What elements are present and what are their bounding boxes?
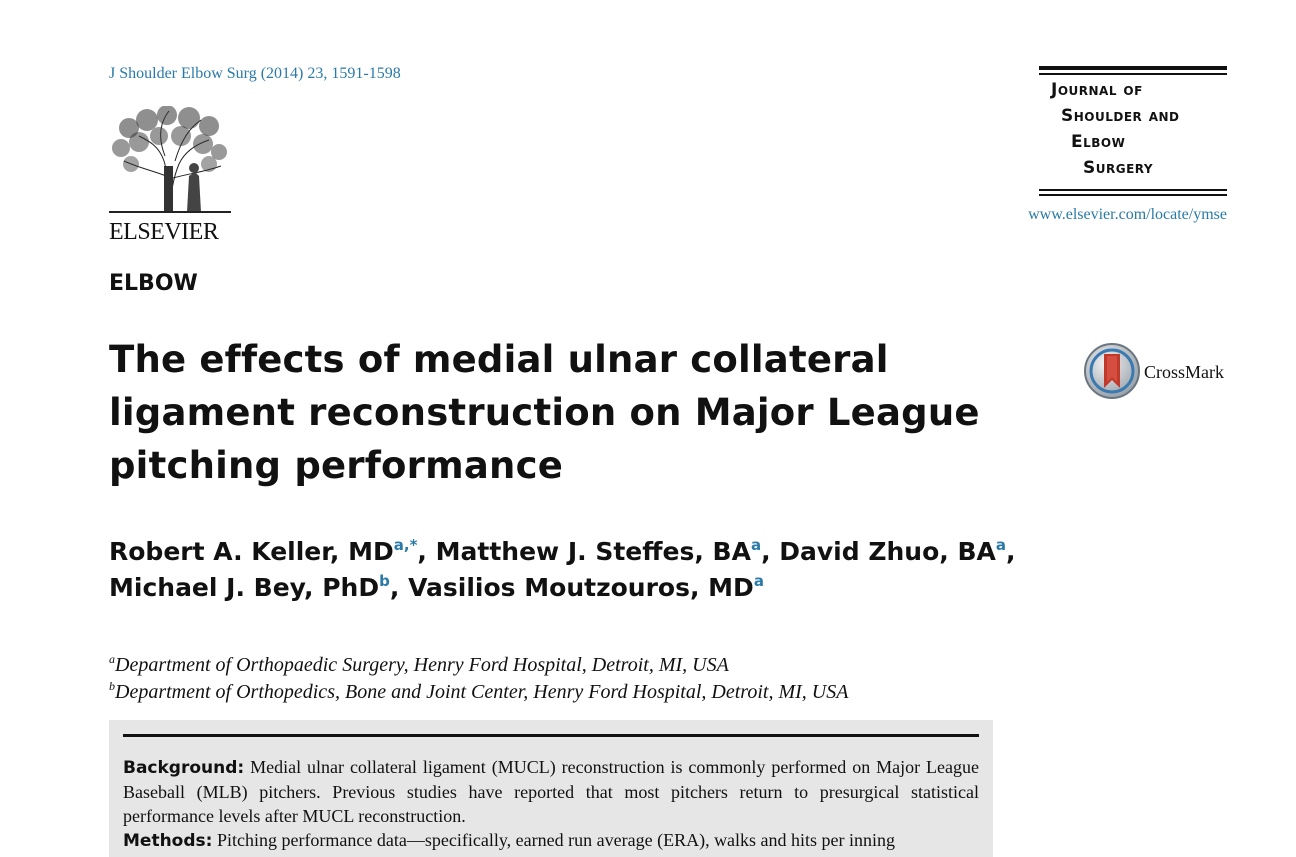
abstract-paragraph: Medial ulnar collateral ligament (MUCL) … [123, 757, 980, 826]
abstract-rule [123, 734, 979, 737]
author-affiliation-mark[interactable]: a,* [393, 536, 418, 554]
logo-rule [1039, 66, 1227, 70]
abstract-methods: Methods: Pitching performance data—speci… [123, 828, 979, 853]
author-separator: , [761, 537, 780, 566]
abstract-text: Background: Medial ulnar collateral liga… [123, 755, 979, 853]
author-affiliation-mark[interactable]: b [379, 572, 390, 590]
author-name[interactable]: Robert A. Keller, MD [109, 537, 394, 566]
journal-logo-line: Elbow [1071, 132, 1126, 152]
journal-url-link[interactable]: www.elsevier.com/locate/ymse [1028, 206, 1227, 223]
affiliation-list: aDepartment of Orthopaedic Surgery, Henr… [109, 652, 848, 706]
journal-logo-line: Journal of [1051, 80, 1143, 100]
author-name[interactable]: Matthew J. Steffes, BA [435, 537, 751, 566]
crossmark-button[interactable]: CrossMark [1083, 342, 1233, 402]
logo-rule [1039, 73, 1227, 75]
affiliation-item: aDepartment of Orthopaedic Surgery, Henr… [109, 652, 848, 679]
journal-logo: Journal of Shoulder and Elbow Surgery [1039, 66, 1227, 198]
crossmark-icon [1084, 343, 1140, 399]
crossmark-label: CrossMark [1144, 362, 1224, 382]
abstract-background: Background: Medial ulnar collateral liga… [123, 755, 979, 828]
abstract-paragraph: Pitching performance data—specifically, … [216, 830, 896, 850]
author-affiliation-mark[interactable]: a [750, 536, 762, 554]
author-list: Robert A. Keller, MDa,*, Matthew J. Stef… [109, 534, 1069, 606]
affiliation-mark: b [109, 679, 115, 693]
affiliation-text: Department of Orthopaedic Surgery, Henry… [115, 654, 729, 676]
journal-logo-line: Shoulder and [1061, 106, 1180, 126]
journal-logo-line: Surgery [1083, 158, 1154, 178]
affiliation-item: bDepartment of Orthopedics, Bone and Joi… [109, 679, 848, 706]
affiliation-mark: a [109, 652, 115, 666]
abstract-box: Background: Medial ulnar collateral liga… [109, 720, 993, 857]
affiliation-text: Department of Orthopedics, Bone and Join… [115, 681, 849, 703]
abstract-heading: Background: [123, 758, 245, 778]
article-title: The effects of medial ulnar collateral l… [109, 338, 980, 487]
author-affiliation-mark[interactable]: a [995, 536, 1006, 554]
logo-rule [1039, 194, 1227, 196]
elsevier-tree-icon [109, 106, 231, 213]
author-name[interactable]: David Zhuo, BA [779, 537, 996, 566]
section-label: ELBOW [109, 271, 198, 296]
author-name[interactable]: Michael J. Bey, PhD [109, 573, 380, 602]
author-affiliation-mark[interactable]: a [753, 572, 764, 590]
author-separator: , [417, 537, 436, 566]
author-separator: , [1005, 537, 1016, 566]
author-separator: , [389, 573, 409, 602]
logo-rule [1039, 189, 1227, 191]
journal-citation: J Shoulder Elbow Surg (2014) 23, 1591-15… [109, 65, 401, 82]
publisher-name: ELSEVIER [109, 219, 219, 245]
publisher-logo: ELSEVIER [109, 106, 231, 245]
author-name[interactable]: Vasilios Moutzouros, MD [408, 573, 754, 602]
abstract-heading: Methods: [123, 831, 213, 851]
